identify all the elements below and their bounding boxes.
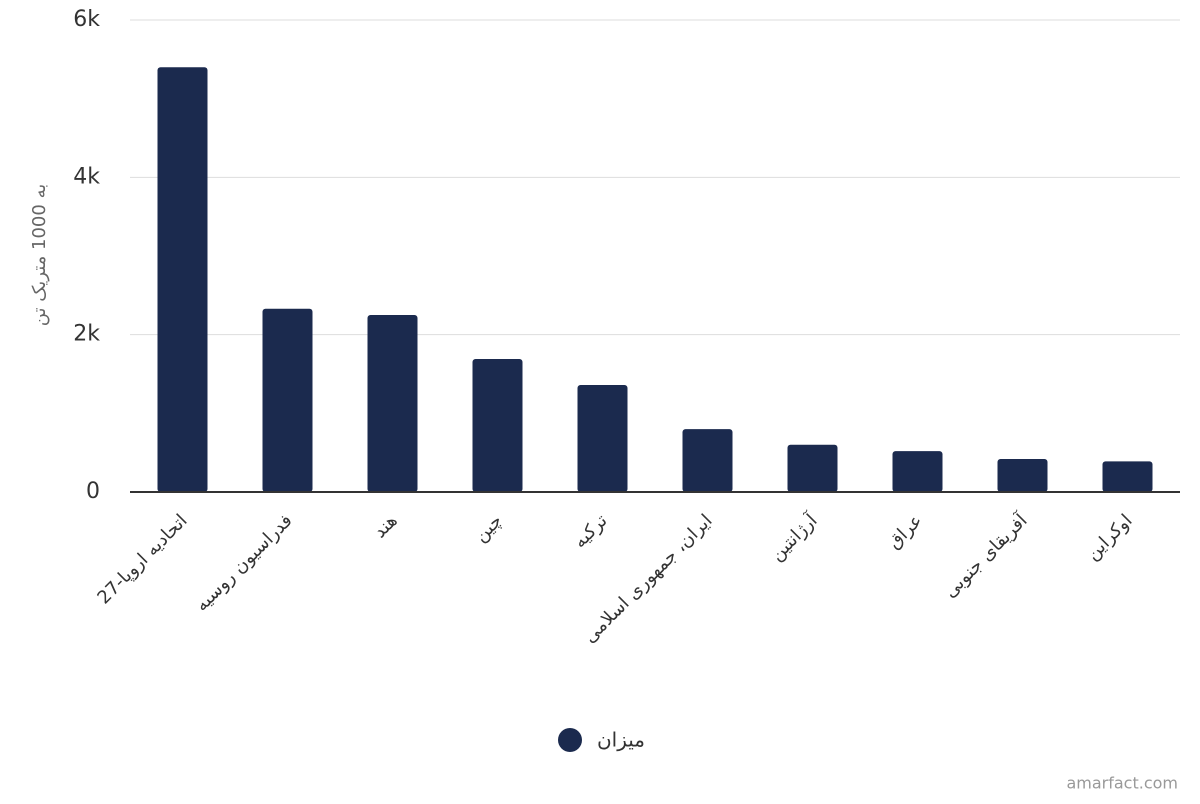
watermark: amarfact.com <box>1066 774 1178 793</box>
y-tick-label: 4k <box>73 164 100 189</box>
x-tick-label: عراق <box>884 510 927 553</box>
bar <box>367 315 418 492</box>
x-tick-label: اتحادیه اروپا-27 <box>93 510 191 608</box>
x-tick-label: آفریقای جنوبی <box>938 508 1032 602</box>
y-tick-label: 0 <box>86 479 100 504</box>
bar <box>577 385 628 492</box>
x-tick-label: آرژانتین <box>765 508 822 565</box>
bar <box>892 451 943 492</box>
x-tick-label: اوکراین <box>1082 510 1136 564</box>
y-tick-label: 6k <box>73 7 100 32</box>
x-tick-label: ترکیه <box>569 510 611 552</box>
x-tick-label: هند <box>369 510 401 542</box>
bar <box>787 444 838 492</box>
bar <box>997 458 1048 492</box>
y-axis-label: به 1000 متریک تن <box>29 184 50 326</box>
legend-label: میزان <box>597 728 645 752</box>
bar <box>472 359 523 492</box>
bar <box>157 67 208 492</box>
x-tick-label: فدراسیون روسیه <box>191 510 296 615</box>
legend-marker <box>558 728 582 752</box>
bar <box>262 308 313 492</box>
bar <box>1102 461 1153 492</box>
y-tick-label: 2k <box>73 322 100 347</box>
bar <box>682 429 733 492</box>
x-tick-label: چین <box>470 510 506 546</box>
